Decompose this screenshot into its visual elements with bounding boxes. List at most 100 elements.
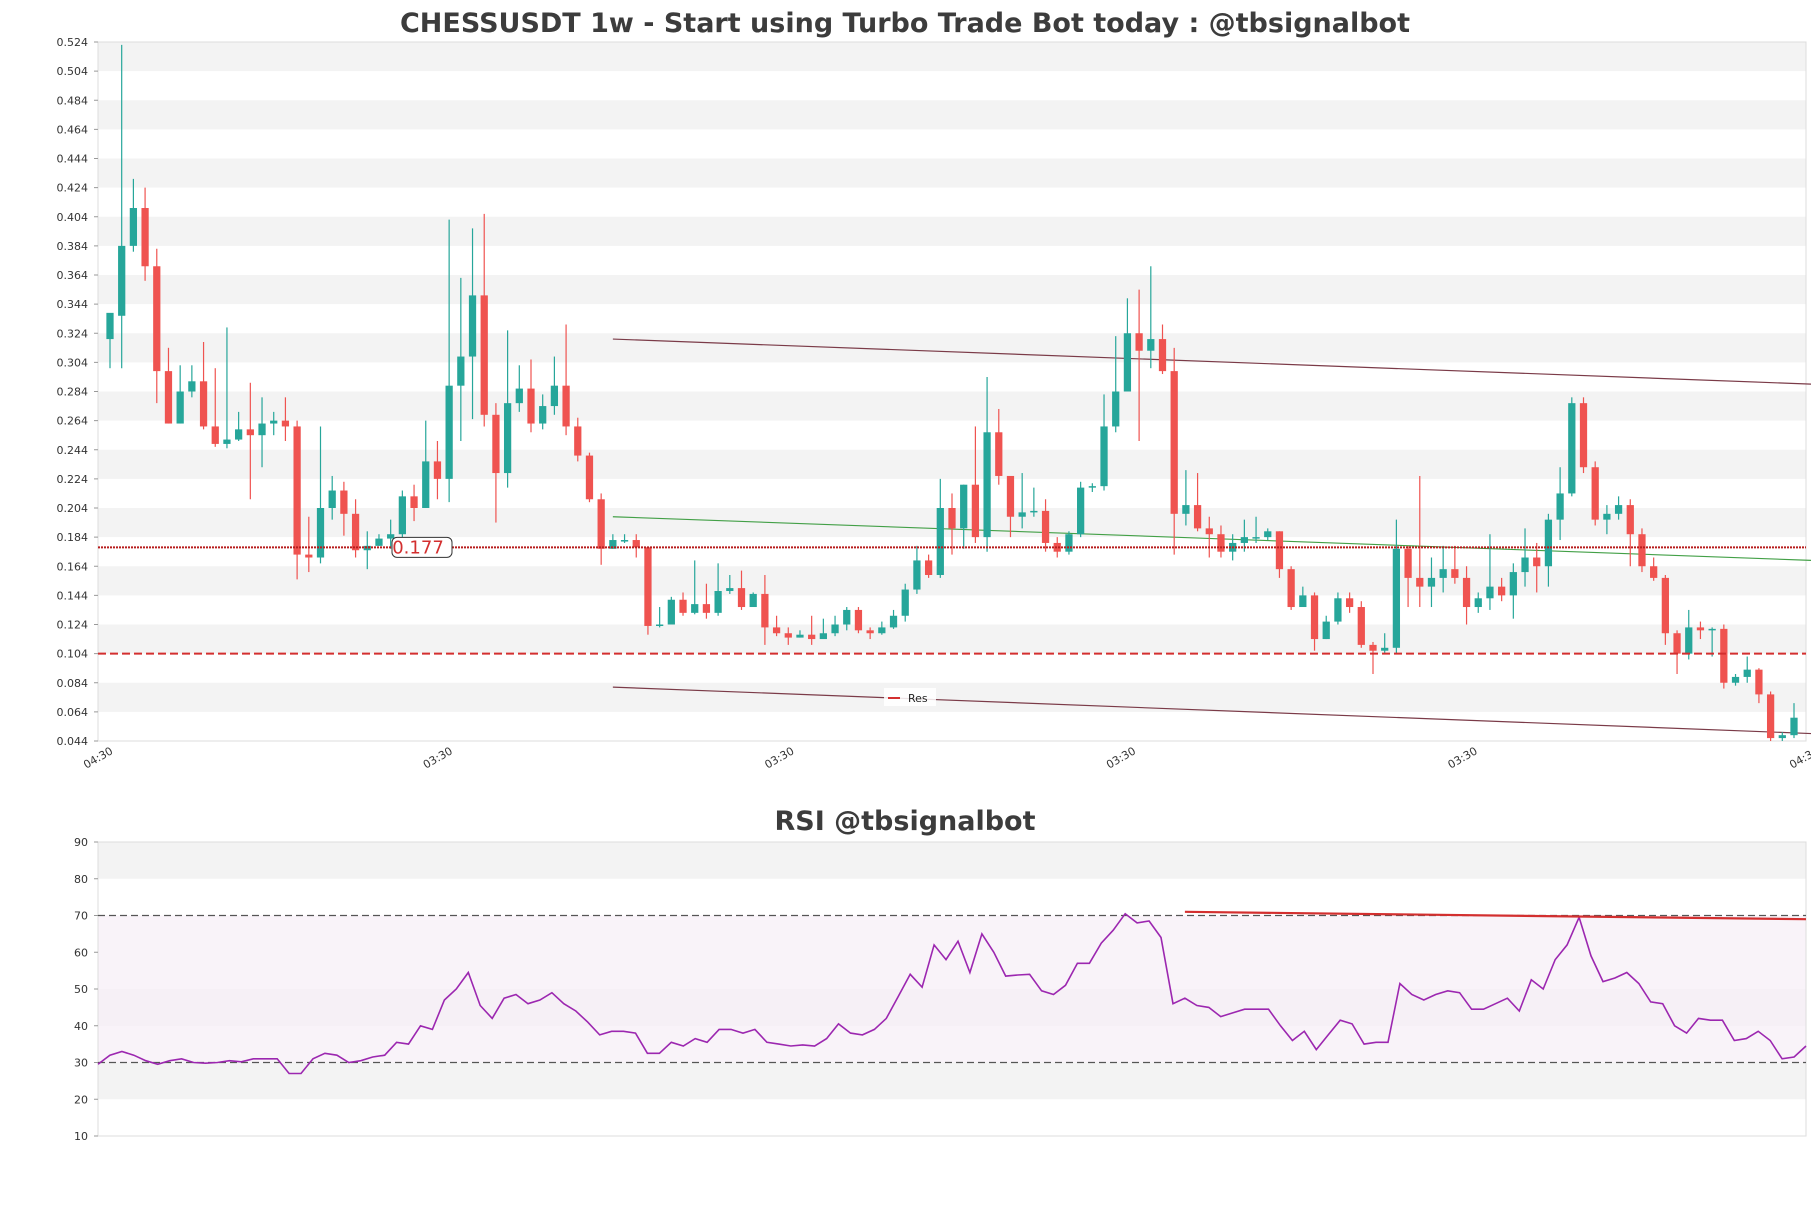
candle-body-down: [281, 420, 290, 427]
candle-body-down: [1673, 633, 1681, 654]
price-y-tick-label: 0.104: [57, 648, 89, 661]
candle-body-down: [1755, 669, 1763, 695]
candle-body-down: [1158, 339, 1167, 372]
price-grid-band: [98, 216, 1806, 246]
price-grid-band: [98, 333, 1806, 363]
candle-body-down: [340, 490, 348, 514]
price-y-tick-label: 0.484: [57, 94, 89, 107]
candle-body-down: [1170, 371, 1178, 514]
candle-body-down: [1369, 644, 1377, 651]
candle-body-up: [1077, 487, 1085, 535]
candle-body-down: [410, 496, 418, 508]
candle-body-up: [515, 388, 523, 404]
price-y-tick-label: 0.304: [57, 356, 89, 369]
candle-body-down: [164, 371, 173, 424]
rsi-grid-band: [98, 1062, 1806, 1100]
candle-body-up: [270, 420, 278, 424]
candle-body-up: [258, 423, 266, 436]
candle-body-down: [1053, 542, 1061, 552]
candle-body-up: [960, 484, 968, 529]
candle-body-up: [1381, 647, 1389, 651]
price-y-tick-label: 0.444: [57, 153, 89, 166]
price-y-tick-label: 0.324: [57, 327, 89, 340]
rsi-y-tick-label: 90: [74, 836, 88, 849]
candle-body-up: [550, 385, 559, 407]
candle-body-down: [585, 455, 594, 500]
price-y-tick-label: 0.264: [57, 415, 89, 428]
candle-body-down: [854, 609, 863, 631]
candle-body-up: [1322, 621, 1330, 640]
candle-body-down: [480, 295, 488, 415]
price-y-tick-label: 0.404: [57, 211, 89, 224]
price-grid-band: [98, 158, 1806, 188]
candle-body-down: [632, 540, 640, 548]
candle-body-up: [387, 534, 395, 539]
candle-body-up: [1100, 426, 1108, 487]
candle-body-down: [199, 381, 208, 427]
candle-body-down: [1205, 528, 1213, 535]
candle-body-up: [1392, 548, 1401, 648]
price-y-tick-label: 0.124: [57, 619, 89, 632]
candle-body-down: [141, 208, 149, 267]
candle-body-down: [1451, 569, 1459, 578]
last-price-label: 0.177: [392, 537, 444, 558]
price-y-tick-label: 0.064: [57, 706, 89, 719]
candle-body-down: [924, 560, 933, 575]
candle-body-up: [1112, 391, 1120, 427]
candle-body-down: [1041, 510, 1050, 543]
candle-body-up: [1439, 569, 1447, 578]
candle-body-up: [656, 624, 664, 626]
candle-body-down: [1193, 505, 1202, 529]
rsi-y-tick-label: 10: [74, 1130, 88, 1143]
rsi-y-tick-label: 20: [74, 1093, 88, 1106]
candle-body-up: [1030, 510, 1038, 513]
price-y-tick-label: 0.244: [57, 444, 89, 457]
candle-body-up: [235, 429, 243, 440]
candle-body-down: [1217, 534, 1225, 552]
candle-body-down: [995, 432, 1003, 476]
candle-body-up: [1708, 628, 1716, 631]
candle-body-up: [316, 508, 325, 558]
candle-body-down: [1533, 557, 1541, 567]
candle-body-down: [1275, 531, 1284, 570]
price-y-tick-label: 0.504: [57, 65, 89, 78]
candle-body-down: [527, 388, 535, 424]
candle-body-up: [1614, 505, 1623, 514]
candle-body-up: [901, 589, 909, 616]
candle-body-up: [1334, 598, 1342, 622]
candle-body-up: [714, 591, 722, 613]
candle-body-up: [1521, 557, 1529, 573]
candle-body-up: [1123, 333, 1132, 392]
candle-body-up: [457, 356, 465, 386]
price-y-tick-label: 0.524: [57, 36, 89, 49]
candle-body-up: [363, 545, 371, 551]
candle-body-up: [1147, 339, 1155, 351]
candle-body-up: [667, 599, 675, 625]
price-grid-band: [98, 275, 1806, 305]
price-y-tick-label: 0.424: [57, 182, 89, 195]
candle-body-down: [761, 593, 769, 628]
candle-body-up: [1299, 595, 1307, 608]
candle-body-up: [1509, 572, 1517, 596]
candle-body-down: [1404, 548, 1412, 578]
candle-body-down: [808, 634, 816, 640]
candle-body-up: [503, 403, 512, 474]
candle-body-up: [796, 634, 804, 638]
candle-body-up: [106, 312, 114, 340]
candle-body-up: [843, 609, 851, 625]
candle-body-up: [539, 406, 547, 424]
candle-body-down: [948, 508, 956, 529]
candle-body-up: [1065, 534, 1073, 552]
price-y-tick-label: 0.464: [57, 123, 89, 136]
candle-body-up: [936, 508, 944, 575]
candle-body-up: [1182, 505, 1190, 514]
rsi-y-tick-label: 30: [74, 1057, 88, 1070]
candle-body-up: [445, 385, 453, 479]
price-y-tick-label: 0.164: [57, 560, 89, 573]
price-y-tick-label: 0.284: [57, 386, 89, 399]
price-grid-band: [98, 624, 1806, 654]
candle-body-down: [562, 385, 570, 427]
rsi-y-tick-label: 60: [74, 946, 88, 959]
rsi-line: [97, 912, 1807, 1075]
candle-body-up: [398, 496, 406, 535]
